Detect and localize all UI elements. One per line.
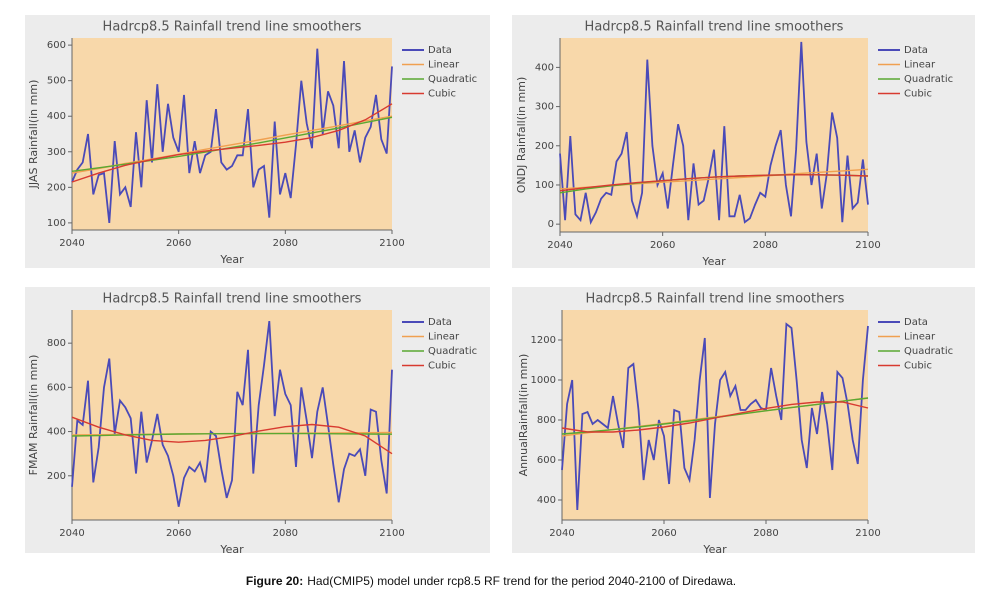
y-tick-label: 300: [535, 102, 554, 113]
y-tick-label: 800: [47, 338, 66, 349]
x-axis-label: Year: [219, 253, 244, 266]
x-tick-label: 2040: [547, 240, 572, 251]
x-axis-label: Year: [702, 543, 727, 556]
x-tick-label: 2060: [651, 528, 676, 539]
x-tick-label: 2060: [650, 240, 675, 251]
legend-label: Data: [904, 45, 928, 56]
legend-label: Linear: [428, 60, 460, 71]
legend-label: Quadratic: [428, 74, 477, 85]
series-line: [559, 41, 869, 225]
y-tick-label: 200: [47, 471, 66, 482]
series-line: [561, 322, 869, 511]
series-line: [559, 174, 869, 192]
series-line: [561, 401, 869, 433]
plot-area: [562, 310, 868, 520]
y-tick-label: 400: [47, 427, 66, 438]
y-tick-label: 200: [47, 182, 66, 193]
x-tick-label: 2080: [753, 528, 778, 539]
x-axis-label: Year: [701, 255, 726, 268]
chart-title: Hadrcp8.5 Rainfall trend line smoothers: [103, 292, 362, 307]
x-tick-label: 2100: [855, 528, 880, 539]
series-line: [71, 416, 393, 455]
series-line: [71, 320, 393, 507]
y-axis-label: FMAM Rainfall(in mm): [27, 355, 40, 476]
y-tick-label: 600: [537, 455, 556, 466]
legend-label: Quadratic: [904, 346, 953, 357]
chart-title: Hadrcp8.5 Rainfall trend line smoothers: [586, 292, 845, 307]
x-axis-label: Year: [219, 543, 244, 556]
y-tick-label: 400: [535, 62, 554, 73]
chart-title: Hadrcp8.5 Rainfall trend line smoothers: [103, 20, 362, 35]
plot-area: [72, 310, 392, 520]
plot-area: [560, 38, 868, 232]
y-tick-label: 300: [47, 147, 66, 158]
legend-label: Quadratic: [904, 74, 953, 85]
series-line: [71, 103, 393, 183]
x-tick-label: 2080: [273, 528, 298, 539]
x-tick-label: 2080: [273, 238, 298, 249]
y-tick-label: 1000: [531, 375, 556, 386]
legend-label: Cubic: [428, 361, 456, 372]
y-axis-label: AnnualRainfall(in mm): [517, 354, 530, 477]
x-tick-label: 2040: [59, 238, 84, 249]
legend-label: Linear: [904, 60, 936, 71]
y-axis-label: ONDJ Rainfall(in mm): [515, 77, 528, 194]
x-tick-label: 2080: [753, 240, 778, 251]
x-tick-label: 2040: [549, 528, 574, 539]
x-tick-label: 2060: [166, 238, 191, 249]
legend-label: Cubic: [904, 89, 932, 100]
y-tick-label: 100: [535, 180, 554, 191]
x-tick-label: 2100: [855, 240, 880, 251]
y-tick-label: 400: [537, 495, 556, 506]
x-tick-label: 2040: [59, 528, 84, 539]
legend-label: Cubic: [428, 89, 456, 100]
y-tick-label: 500: [47, 76, 66, 87]
caption-label: Figure 20:: [245, 574, 304, 588]
x-tick-label: 2100: [379, 528, 404, 539]
x-tick-label: 2060: [166, 528, 191, 539]
y-tick-label: 100: [47, 218, 66, 229]
y-tick-label: 1200: [531, 335, 556, 346]
figure: Hadrcp8.5 Rainfall trend line smoothers Y…: [25, 15, 975, 556]
y-tick-label: 0: [548, 219, 554, 230]
series-line: [71, 48, 393, 223]
y-tick-label: 600: [47, 40, 66, 51]
caption-text: Had(CMIP5) model under rcp8.5 RF trend f…: [307, 574, 737, 588]
chart-title: Hadrcp8.5 Rainfall trend line smoothers: [585, 20, 844, 35]
legend-label: Linear: [428, 332, 460, 343]
y-tick-label: 400: [47, 111, 66, 122]
legend-label: Data: [428, 45, 452, 56]
legend-label: Data: [904, 317, 928, 328]
legend-label: Cubic: [904, 361, 932, 372]
legend-label: Quadratic: [428, 346, 477, 357]
x-tick-label: 2100: [379, 238, 404, 249]
y-tick-label: 200: [535, 141, 554, 152]
legend-label: Linear: [904, 332, 936, 343]
caption: Figure 20: Had(CMIP5) model under rcp8.5 …: [0, 574, 982, 588]
legend-label: Data: [428, 317, 452, 328]
y-tick-label: 800: [537, 415, 556, 426]
y-axis-label: JJAS Rainfall(in mm): [27, 80, 40, 190]
y-tick-label: 600: [47, 382, 66, 393]
